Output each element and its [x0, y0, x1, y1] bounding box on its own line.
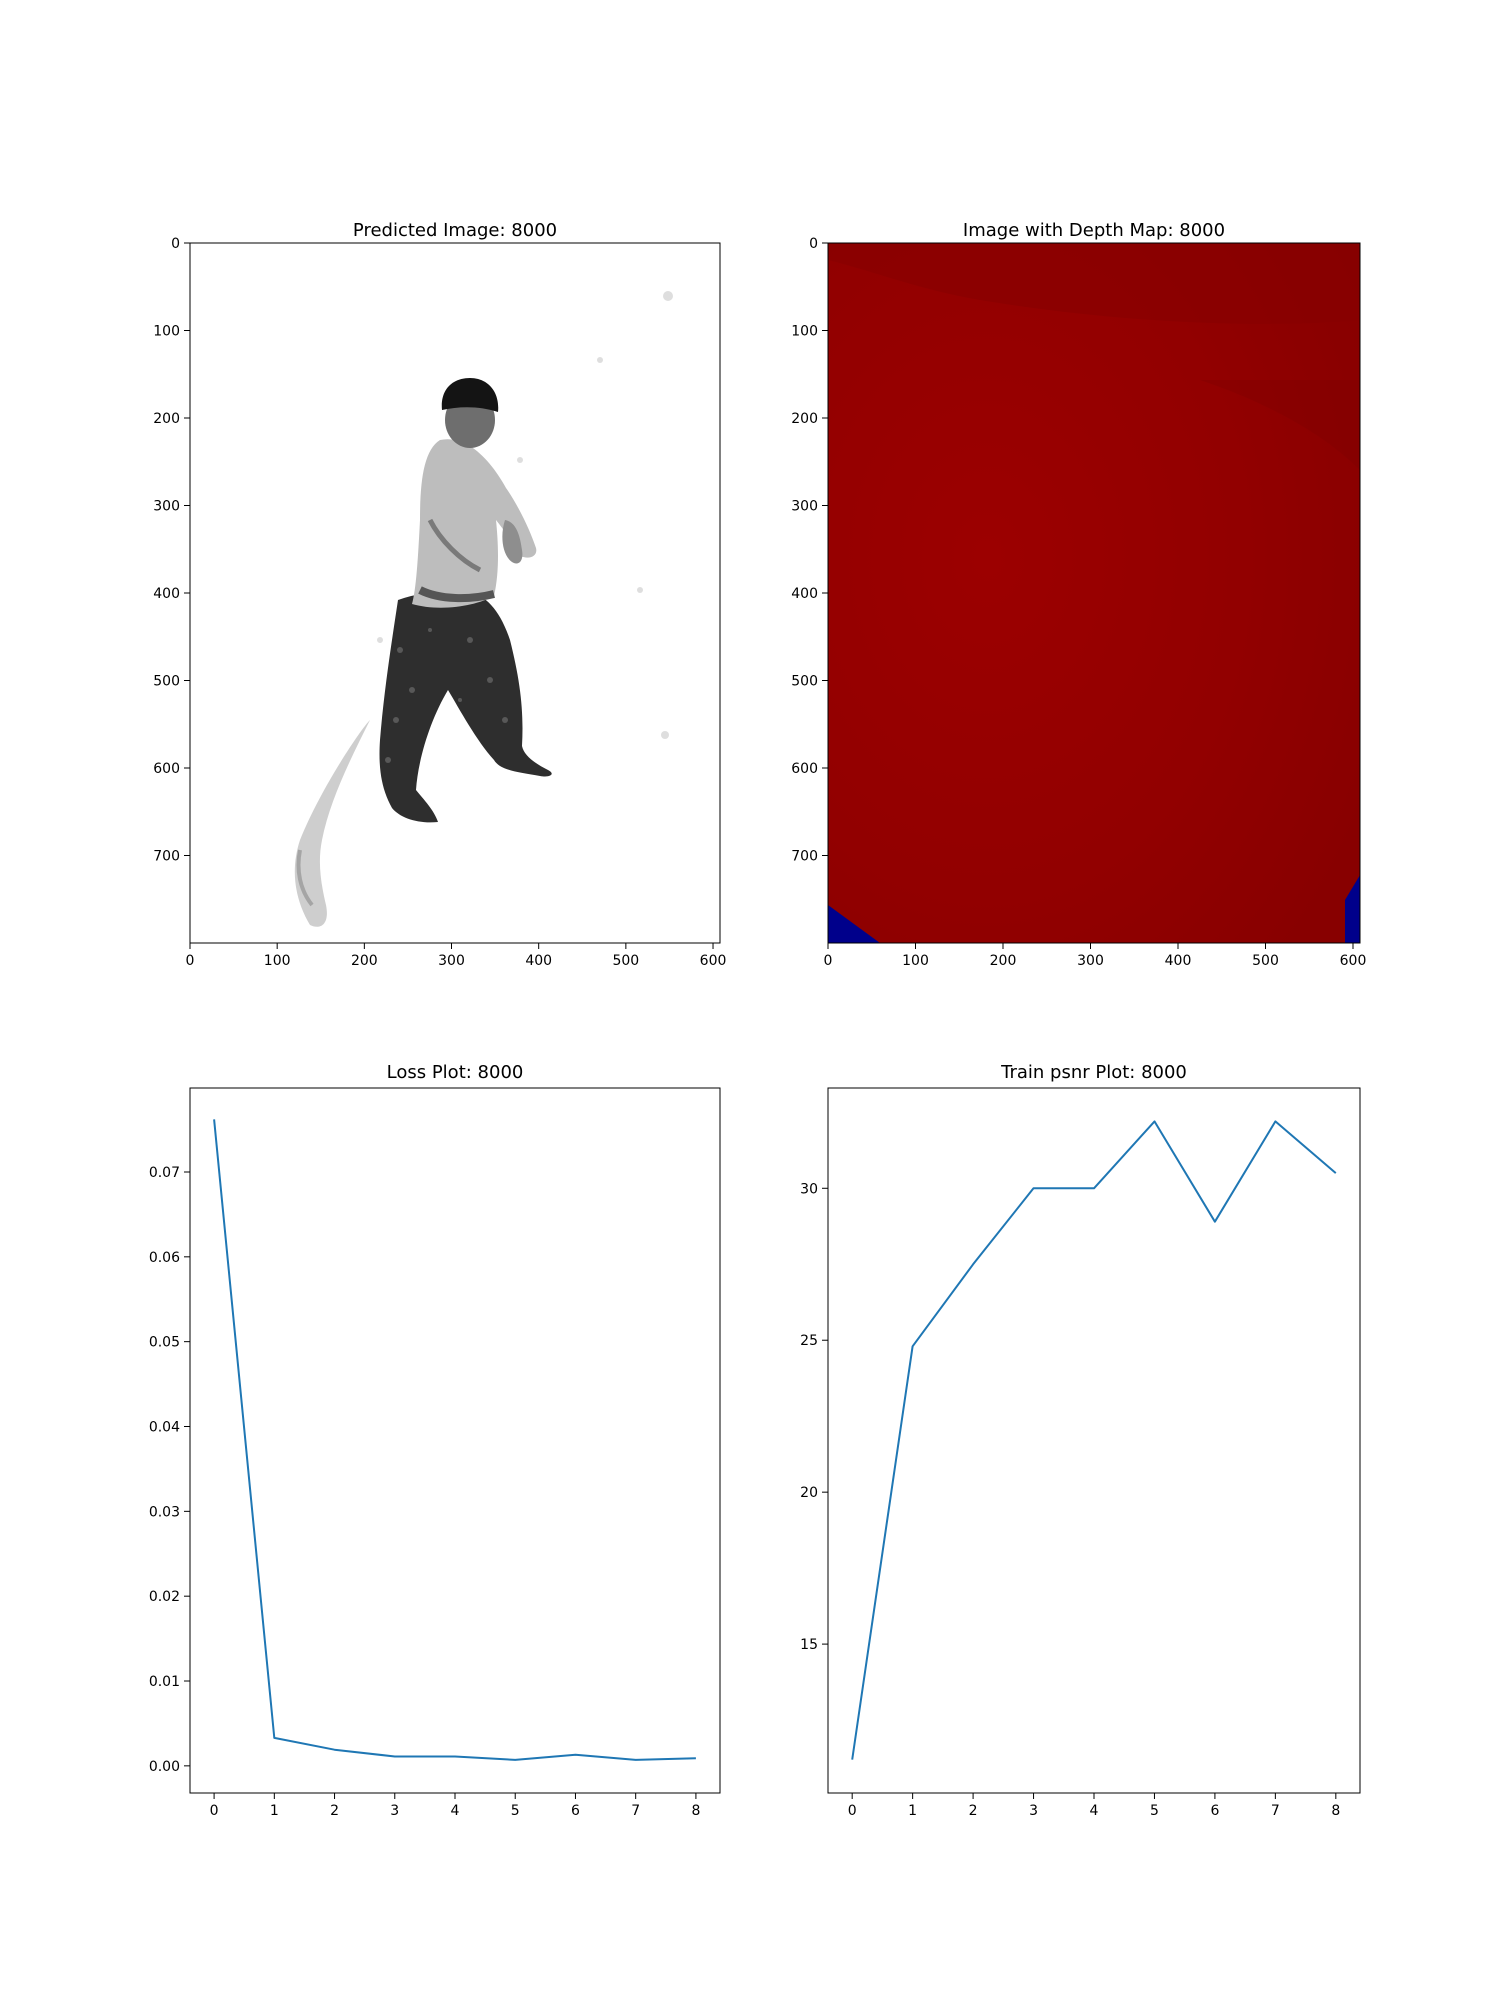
- psnr-y-tick-label: 25: [800, 1333, 818, 1349]
- depth-y-tick-label: 700: [791, 849, 818, 865]
- predicted-x-tick-label: 500: [612, 953, 639, 969]
- loss-y-tick-label: 0.07: [149, 1165, 180, 1181]
- psnr-x-tick-label: 1: [908, 1803, 917, 1819]
- predicted-x-ticks: 0 100 200 300 400 500 600: [186, 943, 727, 969]
- predicted-x-tick-label: 300: [438, 953, 465, 969]
- depth-y-tick-label: 600: [791, 761, 818, 777]
- depth-x-tick-label: 100: [902, 953, 929, 969]
- predicted-x-tick-label: 200: [351, 953, 378, 969]
- psnr-y-tick-label: 20: [800, 1485, 818, 1501]
- depth-y-tick-label: 300: [791, 499, 818, 515]
- depth-blue-corner-right: [1345, 875, 1360, 943]
- loss-x-tick-label: 5: [511, 1803, 520, 1819]
- loss-x-tick-label: 6: [571, 1803, 580, 1819]
- depth-map-panel: Image with Depth Map: 8000 0 100 200 300 400…: [791, 220, 1366, 969]
- depth-blue-corner-left: [828, 905, 880, 943]
- predicted-y-tick-label: 300: [153, 499, 180, 515]
- loss-plot-title: Loss Plot: 8000: [387, 1062, 524, 1083]
- loss-x-tick-label: 2: [330, 1803, 339, 1819]
- predicted-y-ticks: 0 100 200 300 400 500 600 700: [153, 236, 190, 865]
- depth-x-tick-label: 300: [1077, 953, 1104, 969]
- loss-y-tick-label: 0.02: [149, 1589, 180, 1605]
- predicted-x-tick-label: 0: [186, 953, 195, 969]
- depth-y-tick-label: 0: [809, 236, 818, 252]
- depth-x-ticks: 0 100 200 300 400 500 600: [824, 943, 1367, 969]
- psnr-plot-title: Train psnr Plot: 8000: [1000, 1062, 1187, 1083]
- depth-y-ticks: 0 100 200 300 400 500 600 700: [791, 236, 828, 865]
- loss-x-tick-label: 4: [451, 1803, 460, 1819]
- loss-plot-marks: 0 1 2 3 4 5 6 7 8 0.00 0.01 0.02 0.03 0.04 0.05 0.06 0.0…: [149, 1119, 700, 1819]
- depth-x-tick-label: 200: [990, 953, 1017, 969]
- depth-map-title: Image with Depth Map: 8000: [963, 220, 1225, 241]
- psnr-y-tick-label: 30: [800, 1181, 818, 1197]
- predicted-image-title: Predicted Image: 8000: [353, 220, 557, 241]
- psnr-x-tick-label: 4: [1090, 1803, 1099, 1819]
- loss-plot-panel: Loss Plot: 8000 0 1 2 3 4 5 6 7 8 0.00 0.01 0.02 0.0…: [149, 1062, 721, 1819]
- depth-x-tick-label: 600: [1340, 953, 1367, 969]
- psnr-plot-panel: Train psnr Plot: 8000 0 1 2 3 4 5 6 7 8 15 20 25 30: [800, 1062, 1361, 1819]
- depth-y-tick-label: 200: [791, 411, 818, 427]
- psnr-x-tick-label: 0: [848, 1803, 857, 1819]
- depth-x-tick-label: 400: [1165, 953, 1192, 969]
- predicted-y-tick-label: 100: [153, 324, 180, 340]
- depth-y-tick-label: 100: [791, 324, 818, 340]
- predicted-y-tick-label: 700: [153, 849, 180, 865]
- loss-y-tick-label: 0.01: [149, 1674, 180, 1690]
- depth-x-tick-label: 0: [824, 953, 833, 969]
- predicted-y-tick-label: 400: [153, 586, 180, 602]
- loss-y-tick-label: 0.06: [149, 1250, 180, 1266]
- predicted-x-tick-label: 600: [700, 953, 727, 969]
- psnr-axes-frame: [827, 1087, 1361, 1794]
- loss-series-line: [213, 1119, 696, 1761]
- predicted-image-panel: Predicted Image: 8000: [153, 220, 726, 969]
- predicted-y-tick-label: 0: [171, 236, 180, 252]
- loss-y-tick-label: 0.05: [149, 1335, 180, 1351]
- loss-x-tick-label: 0: [210, 1803, 219, 1819]
- psnr-x-tick-label: 7: [1271, 1803, 1280, 1819]
- loss-y-tick-label: 0.03: [149, 1504, 180, 1520]
- loss-y-tick-label: 0.04: [149, 1420, 180, 1436]
- person-figure: [379, 378, 552, 823]
- loss-x-tick-label: 7: [631, 1803, 640, 1819]
- psnr-plot-marks: 0 1 2 3 4 5 6 7 8 15 20 25 30: [800, 1120, 1340, 1819]
- predicted-y-tick-label: 600: [153, 761, 180, 777]
- psnr-x-tick-label: 2: [969, 1803, 978, 1819]
- depth-y-tick-label: 400: [791, 586, 818, 602]
- loss-x-tick-label: 8: [691, 1803, 700, 1819]
- psnr-x-tick-label: 6: [1210, 1803, 1219, 1819]
- psnr-x-tick-label: 8: [1331, 1803, 1340, 1819]
- loss-x-tick-label: 1: [270, 1803, 279, 1819]
- depth-map-image: [828, 243, 1360, 943]
- predicted-x-tick-label: 100: [264, 953, 291, 969]
- depth-y-tick-label: 500: [791, 674, 818, 690]
- predicted-y-tick-label: 200: [153, 411, 180, 427]
- predicted-image: [190, 243, 720, 943]
- predicted-y-tick-label: 500: [153, 674, 180, 690]
- depth-x-tick-label: 500: [1252, 953, 1279, 969]
- loss-y-tick-label: 0.00: [149, 1759, 180, 1775]
- psnr-x-tick-label: 5: [1150, 1803, 1159, 1819]
- psnr-y-tick-label: 15: [800, 1637, 818, 1653]
- loss-x-tick-label: 3: [390, 1803, 399, 1819]
- psnr-series-line: [851, 1120, 1337, 1760]
- psnr-x-tick-label: 3: [1029, 1803, 1038, 1819]
- predicted-x-tick-label: 400: [525, 953, 552, 969]
